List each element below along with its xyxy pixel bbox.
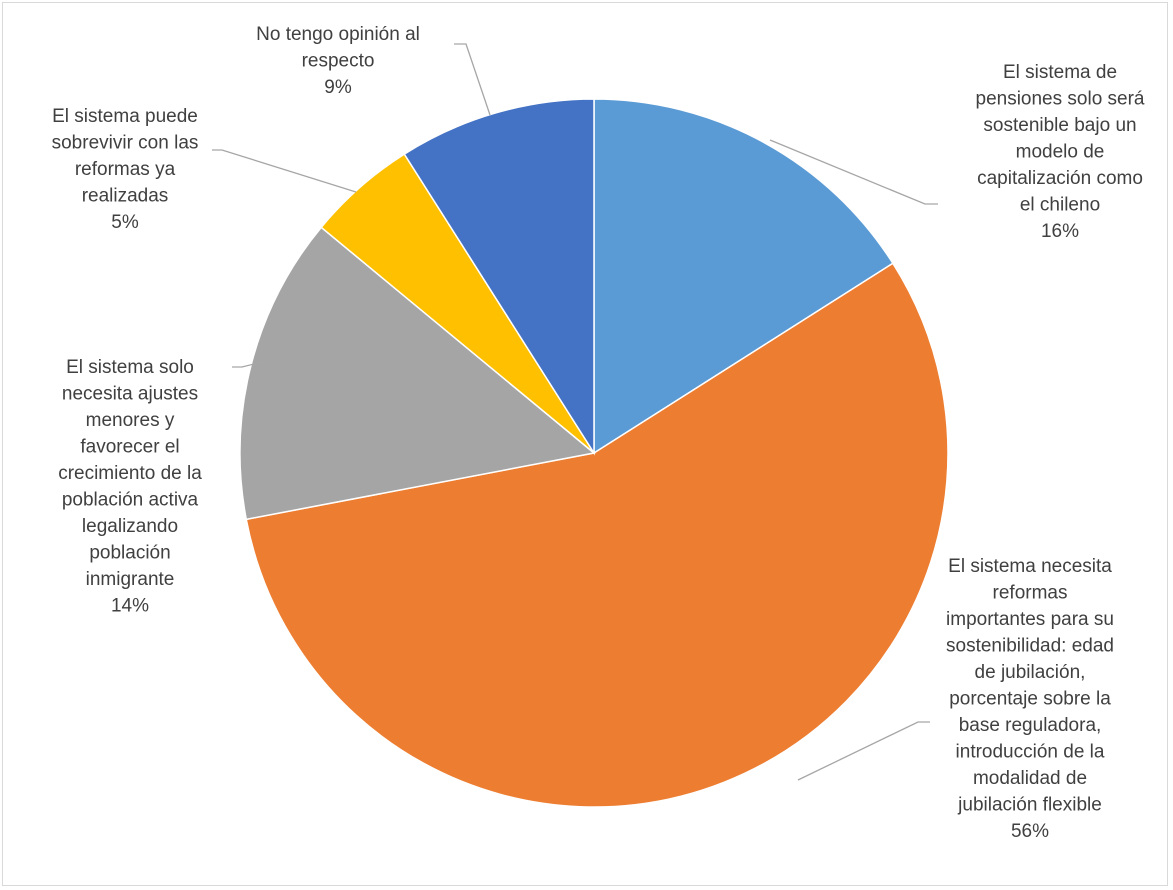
data-label-percent: 5% xyxy=(111,212,139,233)
data-label-line: legalizando xyxy=(82,516,178,537)
data-label-1: El sistema de pensiones solo será sostenib… xyxy=(976,62,1145,242)
data-label-line: importantes para su xyxy=(946,609,1114,630)
data-label-line: reformas ya xyxy=(75,159,176,180)
data-label-2: El sistema necesita reformas importantes p… xyxy=(946,556,1114,842)
data-label-line: El sistema necesita xyxy=(948,556,1112,577)
data-label-line: porcentaje sobre la xyxy=(949,689,1111,710)
data-label-line: necesita ajustes xyxy=(62,384,198,405)
data-label-line: modelo de xyxy=(1016,142,1105,163)
data-label-percent: 16% xyxy=(1041,221,1079,242)
data-label-percent: 56% xyxy=(1011,821,1049,842)
data-label-percent: 9% xyxy=(324,77,352,98)
pie-slice-5 xyxy=(403,98,595,456)
data-label-line: menores y xyxy=(86,410,175,431)
data-label-line: favorecer el xyxy=(80,437,179,458)
data-label-3: El sistema solo necesita ajustes menores y… xyxy=(58,357,202,617)
data-label-line: capitalización como xyxy=(977,168,1143,189)
leader-line-4 xyxy=(212,149,357,193)
data-label-line: El sistema puede xyxy=(52,106,198,127)
data-label-percent: 14% xyxy=(111,596,149,617)
data-label-line: crecimiento de la xyxy=(58,463,202,484)
data-label-line: El sistema de xyxy=(1003,62,1117,83)
data-label-line: respecto xyxy=(302,51,375,72)
data-label-line: realizadas xyxy=(82,186,169,207)
data-label-line: sostenibilidad: edad xyxy=(946,636,1114,657)
pie-slice-1 xyxy=(593,98,894,455)
leader-line-5 xyxy=(454,43,491,116)
data-label-line: población activa xyxy=(62,490,199,511)
data-label-line: de jubilación, xyxy=(975,662,1086,683)
data-label-line: No tengo opinión al xyxy=(256,24,420,45)
data-label-line: reformas xyxy=(993,583,1068,604)
leader-line-1 xyxy=(769,139,938,205)
data-label-line: modalidad de xyxy=(973,768,1087,789)
leader-line-3 xyxy=(232,359,271,368)
data-label-line: sostenible bajo un xyxy=(983,115,1136,136)
data-label-line: base reguladora, xyxy=(959,715,1102,736)
data-label-line: El sistema solo xyxy=(66,357,194,378)
data-label-line: pensiones solo será xyxy=(976,89,1145,110)
leader-line-2 xyxy=(797,721,930,781)
data-label-line: introducción de la xyxy=(956,742,1105,763)
data-label-line: el chileno xyxy=(1020,195,1100,216)
data-label-4: El sistema puede sobrevivir con las reform… xyxy=(52,106,199,233)
data-label-5: No tengo opinión al respecto 9% xyxy=(256,24,420,98)
data-label-line: jubilación flexible xyxy=(957,795,1102,816)
data-label-line: sobrevivir con las xyxy=(52,133,199,154)
data-label-line: población xyxy=(89,543,170,564)
pie-slice-2 xyxy=(245,262,949,808)
data-label-line: inmigrante xyxy=(86,569,175,590)
